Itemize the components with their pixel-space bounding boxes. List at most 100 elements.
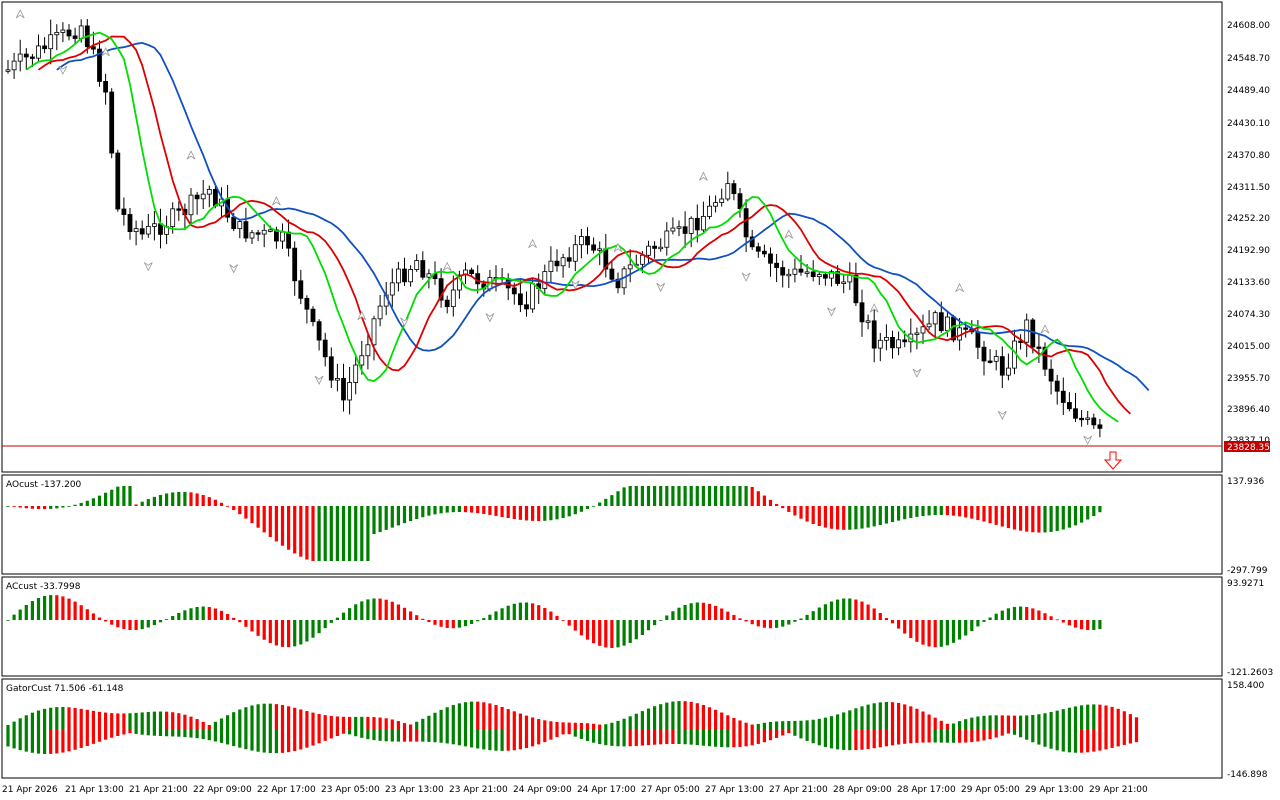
candle-body [902, 339, 908, 343]
ao-bar [390, 506, 394, 528]
ao-bar [1055, 506, 1059, 531]
ac-bar [768, 620, 773, 629]
ao-bar [293, 506, 297, 554]
fractal-down-icon [570, 280, 580, 290]
gator-upper-bar [439, 709, 443, 729]
ac-bar [909, 620, 913, 639]
ac-bar [128, 620, 132, 631]
ac-indicator-panel[interactable]: ACcust -33.7998 93.9271 -121.2603 [1, 576, 1273, 678]
ao-bar [500, 506, 504, 518]
gator-lower-bar [640, 729, 644, 746]
candle-body [60, 29, 66, 33]
ac-bar [634, 620, 638, 640]
ac-bar [360, 601, 364, 620]
fractal-up-icon [955, 282, 964, 293]
ao-bar [226, 506, 230, 507]
fractal-down-icon [656, 282, 666, 293]
candle-body [322, 339, 328, 358]
ac-bar [268, 620, 272, 644]
candle-body [981, 346, 987, 362]
gator-upper-bar [85, 709, 89, 729]
ao-bar [775, 504, 779, 506]
candle-body [945, 316, 950, 332]
gator-lower-bar [195, 729, 199, 739]
candle-body [554, 260, 560, 267]
fractal-up-icon [272, 196, 281, 206]
time-label: 28 Apr 09:00 [833, 785, 892, 795]
ac-bar [1092, 620, 1096, 630]
ac-bar [1061, 620, 1065, 623]
gator-lower-bar [866, 729, 870, 750]
gator-lower-bar [213, 729, 217, 742]
gator-upper-bar [951, 723, 956, 729]
gator-lower-bar [421, 729, 425, 742]
ao-bar [1098, 506, 1102, 513]
ao-bar [421, 506, 425, 518]
ao-bar [24, 506, 28, 509]
gator-lower-bar [207, 729, 211, 741]
candle-body [347, 382, 353, 401]
candle-body [792, 268, 798, 275]
gator-upper-bar [823, 717, 827, 729]
ao-bar [988, 506, 992, 524]
price-label: 23955.70 [1227, 374, 1270, 384]
candle-body [17, 53, 23, 62]
ao-bar [701, 486, 705, 506]
gator-lower-bar [787, 729, 791, 734]
ac-bar [244, 620, 248, 627]
gator-lower-bar [158, 729, 163, 737]
ao-bar [409, 506, 413, 522]
candle-body [768, 253, 773, 264]
ao-bar [683, 486, 687, 506]
ac-bar [396, 604, 400, 620]
gator-upper-bar [781, 721, 785, 729]
ao-bar [213, 499, 217, 506]
ac-bar [982, 620, 986, 622]
time-label: 23 Apr 21:00 [449, 785, 508, 795]
gator-upper-bar [91, 710, 95, 729]
gator-histogram [6, 701, 1139, 754]
ao-bar [622, 487, 626, 506]
gator-upper-bar [1073, 706, 1078, 729]
gator-upper-bar [329, 715, 333, 729]
candle-body [255, 232, 261, 235]
gator-lower-bar [378, 729, 382, 741]
ac-bar [890, 620, 895, 624]
ac-bar [878, 613, 882, 620]
gator-upper-bar [909, 706, 913, 729]
gator-upper-bar [592, 723, 596, 729]
ac-bar [1012, 606, 1017, 620]
gator-indicator-panel[interactable]: GatorCust 71.506 -61.148 158.400 -146.89… [1, 678, 1268, 780]
gator-lower-bar [1122, 729, 1126, 745]
gator-upper-bar [915, 708, 919, 729]
ao-bar [384, 506, 388, 530]
gator-lower-bar [488, 729, 492, 751]
ao-indicator-panel[interactable]: AOcust -137.200 137.936 -297.799 [1, 474, 1268, 576]
gator-upper-bar [213, 721, 217, 729]
gator-upper-bar [555, 721, 559, 729]
gator-lower-bar [573, 729, 577, 737]
gator-upper-bar [305, 711, 309, 729]
ao-bar [842, 506, 846, 530]
gator-upper-bar [720, 712, 724, 729]
main-price-panel[interactable]: 24608.00 24548.70 24489.40 24430.10 2437… [1, 1, 1270, 473]
candle-body [438, 278, 444, 301]
gator-lower-bar [427, 729, 431, 742]
fractal-down-icon [485, 313, 495, 323]
ao-bar [604, 498, 608, 506]
gator-lower-bar [287, 729, 291, 753]
gator-lower-bar [768, 729, 773, 741]
ac-bar [964, 620, 968, 636]
ac-bar [445, 620, 449, 628]
gator-upper-bar [714, 709, 718, 729]
gator-upper-bar [994, 715, 998, 729]
time-label: 22 Apr 17:00 [257, 785, 316, 795]
gator-upper-bar [49, 707, 53, 729]
gator-upper-bar [1092, 704, 1096, 729]
gator-lower-bar [878, 729, 882, 748]
gator-lower-bar [1043, 729, 1047, 747]
ac-bar [659, 620, 663, 621]
ac-bar [555, 615, 559, 620]
gator-lower-bar [1098, 729, 1102, 751]
